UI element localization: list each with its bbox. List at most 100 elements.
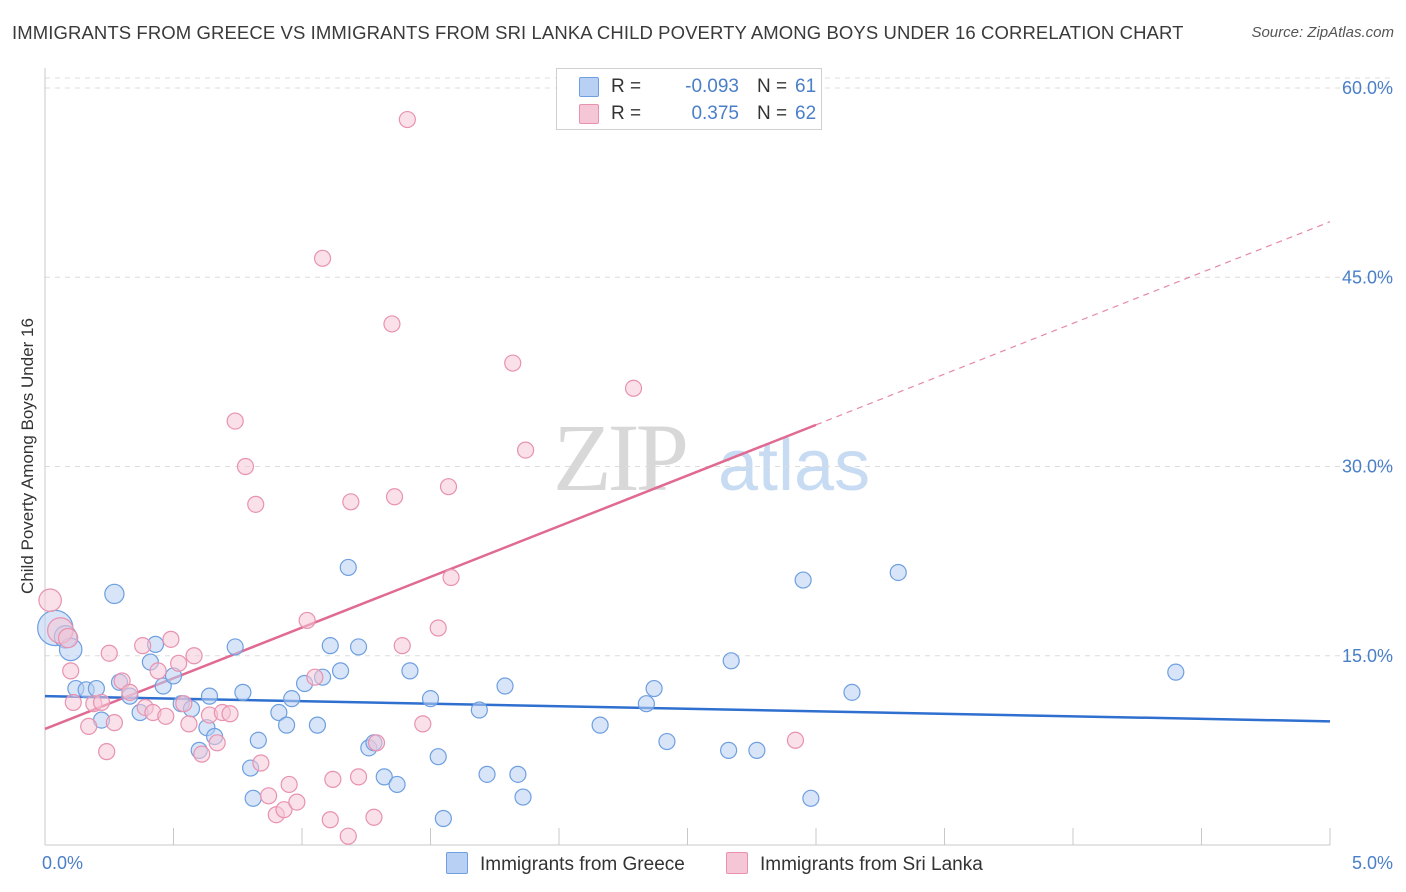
legend-swatch-greece: [579, 77, 599, 97]
y-tick-label: 30.0%: [1342, 457, 1393, 477]
y-axis-label: Child Poverty Among Boys Under 16: [18, 318, 37, 594]
point-sri-lanka: [367, 734, 386, 752]
point-sri-lanka: [180, 715, 198, 733]
legend-swatch-sri-lanka: [579, 104, 599, 124]
point-sri-lanka: [185, 647, 203, 665]
point-greece: [283, 690, 301, 708]
point-sri-lanka: [38, 588, 62, 613]
series-swatch-greece: [446, 852, 468, 874]
point-sri-lanka: [157, 707, 175, 725]
point-sri-lanka: [365, 808, 383, 826]
series-legend-greece[interactable]: Immigrants from Greece: [446, 852, 685, 876]
point-sri-lanka: [92, 693, 111, 712]
point-greece: [645, 679, 663, 698]
point-greece: [104, 583, 125, 605]
point-sri-lanka: [247, 495, 265, 513]
point-sri-lanka: [226, 412, 244, 430]
point-greece: [339, 558, 357, 577]
point-sri-lanka: [339, 827, 357, 845]
tick-labels: 15.0% 30.0% 45.0% 60.0% 0.0% 5.0%: [42, 78, 1393, 873]
x-tick-label: 5.0%: [1352, 853, 1393, 873]
point-sri-lanka: [393, 637, 411, 655]
chart-title: IMMIGRANTS FROM GREECE VS IMMIGRANTS FRO…: [12, 22, 1184, 43]
point-sri-lanka: [385, 488, 404, 506]
point-sri-lanka: [170, 654, 188, 672]
point-sri-lanka: [321, 811, 339, 829]
point-sri-lanka: [624, 379, 643, 397]
point-greece: [720, 741, 738, 759]
series-label-greece: Immigrants from Greece: [480, 854, 685, 875]
point-sri-lanka: [134, 637, 152, 655]
point-greece: [496, 677, 514, 695]
point-greece: [375, 768, 393, 786]
point-sri-lanka: [516, 441, 535, 459]
point-greece: [722, 652, 740, 670]
point-sri-lanka: [414, 715, 432, 733]
point-sri-lanka: [259, 787, 278, 805]
point-sri-lanka: [121, 683, 139, 701]
axes: [44, 68, 1331, 846]
point-greece: [321, 637, 339, 655]
point-greece: [658, 732, 676, 751]
point-sri-lanka: [193, 745, 211, 763]
point-sri-lanka: [313, 249, 332, 267]
point-sri-lanka: [504, 354, 522, 372]
point-greece: [349, 638, 368, 656]
legend-r-value: 0.375: [691, 103, 739, 124]
point-greece: [277, 716, 296, 734]
watermark-zip: ZIP: [553, 404, 686, 511]
point-sri-lanka: [275, 801, 293, 819]
legend-r-label: R =: [611, 103, 642, 124]
point-greece: [270, 703, 288, 722]
watermark: ZIP atlas: [553, 404, 870, 511]
point-greece: [470, 701, 488, 719]
watermark-atlas: atlas: [718, 426, 870, 506]
point-sri-lanka: [149, 662, 167, 680]
point-sri-lanka: [298, 611, 316, 630]
correlation-legend: R = -0.093 N = 61 R = 0.375 N = 62: [556, 68, 822, 130]
legend-r-value: -0.093: [685, 76, 739, 97]
point-greece: [1167, 663, 1185, 681]
point-greece: [478, 765, 496, 783]
point-sri-lanka: [786, 731, 805, 749]
point-sri-lanka: [429, 619, 447, 637]
point-sri-lanka: [349, 768, 368, 786]
series-label-sri-lanka: Immigrants from Sri Lanka: [760, 854, 983, 875]
y-tick-label: 60.0%: [1342, 78, 1393, 98]
point-greece: [249, 731, 267, 749]
point-greece: [421, 690, 440, 708]
point-greece: [401, 662, 419, 680]
trend-line-greece: [44, 694, 1331, 723]
point-greece: [843, 683, 861, 701]
point-sri-lanka: [383, 315, 401, 333]
point-sri-lanka: [162, 630, 180, 648]
point-greece: [434, 809, 452, 828]
series-legend-sri-lanka[interactable]: Immigrants from Sri Lanka: [726, 852, 983, 876]
point-greece: [226, 638, 244, 656]
point-greece: [154, 677, 172, 695]
legend-n-value: 61: [795, 76, 817, 97]
gridlines: [45, 77, 1392, 657]
point-sri-lanka: [288, 793, 306, 811]
trend-line-sri-lanka-extrapolated: [815, 221, 1331, 426]
series-swatch-sri-lanka: [726, 852, 748, 874]
point-sri-lanka: [105, 714, 123, 732]
point-greece: [748, 741, 766, 759]
point-greece: [331, 662, 350, 680]
point-sri-lanka: [175, 695, 193, 713]
point-sri-lanka: [64, 693, 82, 712]
point-greece: [244, 789, 262, 807]
y-tick-label: 15.0%: [1342, 646, 1393, 666]
point-greece: [234, 683, 252, 701]
point-sri-lanka: [57, 627, 79, 649]
point-sri-lanka: [342, 493, 360, 511]
point-greece: [388, 775, 406, 794]
point-greece: [889, 563, 907, 582]
point-greece: [802, 789, 820, 807]
point-sri-lanka: [306, 668, 324, 686]
point-sri-lanka: [398, 110, 416, 129]
point-sri-lanka: [208, 734, 226, 752]
point-greece: [509, 765, 527, 783]
point-sri-lanka: [80, 717, 98, 736]
